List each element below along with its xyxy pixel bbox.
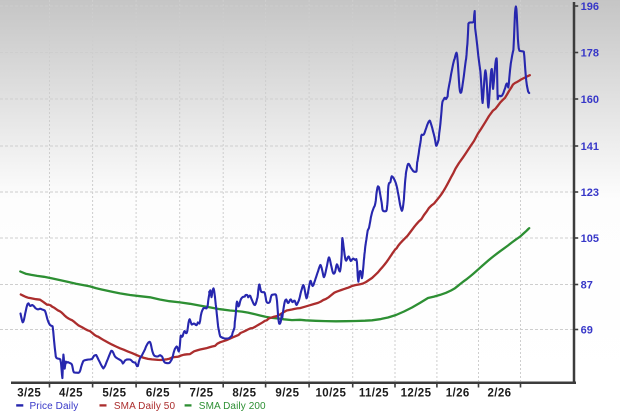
svg-text:3/25: 3/25	[17, 388, 41, 400]
svg-text:12/25: 12/25	[401, 388, 432, 400]
svg-text:141: 141	[581, 141, 599, 153]
svg-text:Price Daily: Price Daily	[30, 401, 79, 412]
svg-text:8/25: 8/25	[232, 388, 256, 400]
svg-text:160: 160	[581, 94, 599, 106]
svg-text:178: 178	[581, 48, 599, 60]
svg-text:5/25: 5/25	[102, 388, 126, 400]
svg-text:SMA Daily 200: SMA Daily 200	[199, 401, 266, 412]
svg-text:11/25: 11/25	[359, 388, 389, 400]
svg-text:105: 105	[581, 233, 599, 245]
svg-text:6/25: 6/25	[146, 388, 170, 400]
svg-text:9/25: 9/25	[275, 388, 299, 400]
svg-text:10/25: 10/25	[316, 388, 347, 400]
svg-text:SMA Daily 50: SMA Daily 50	[114, 401, 176, 412]
svg-text:2/26: 2/26	[488, 388, 512, 400]
svg-text:4/25: 4/25	[59, 388, 83, 400]
svg-text:87: 87	[581, 280, 593, 292]
svg-text:123: 123	[581, 187, 599, 199]
svg-text:69: 69	[581, 325, 593, 337]
svg-text:196: 196	[581, 1, 599, 13]
svg-text:7/25: 7/25	[190, 388, 214, 400]
svg-text:1/26: 1/26	[446, 388, 470, 400]
